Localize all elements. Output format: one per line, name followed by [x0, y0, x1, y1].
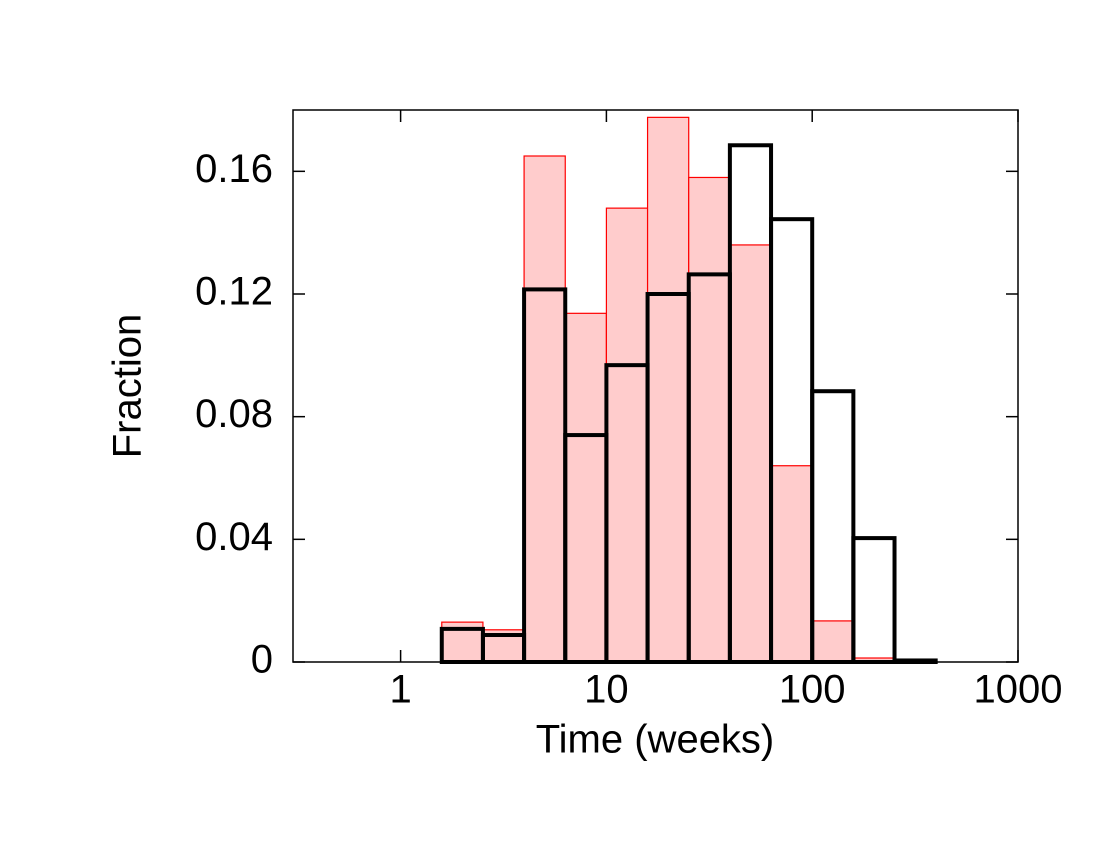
y-tick-label: 0: [251, 638, 273, 682]
histogram-bar: [851, 536, 897, 665]
histogram-bar: [811, 620, 854, 663]
histogram-bar: [646, 116, 690, 663]
histogram-bar: [523, 155, 566, 663]
x-tick-label: 10: [584, 668, 629, 712]
y-tick-label: 0.08: [195, 392, 273, 436]
histogram-bar: [564, 312, 608, 663]
histogram-bar: [770, 465, 813, 663]
y-axis-label: Fraction: [106, 314, 150, 459]
x-tick-label: 1: [389, 668, 411, 712]
x-tick-label: 100: [779, 668, 846, 712]
histogram-bar: [688, 176, 731, 663]
y-tick-label: 0.16: [195, 147, 273, 191]
x-axis-label: Time (weeks): [536, 718, 775, 762]
histogram-bar: [605, 207, 649, 663]
histogram-bar: [729, 244, 772, 663]
y-tick-label: 0.04: [195, 515, 273, 559]
x-tick-label: 1000: [974, 668, 1063, 712]
plot-frame: [292, 109, 1019, 663]
y-tick-label: 0.12: [195, 270, 273, 314]
